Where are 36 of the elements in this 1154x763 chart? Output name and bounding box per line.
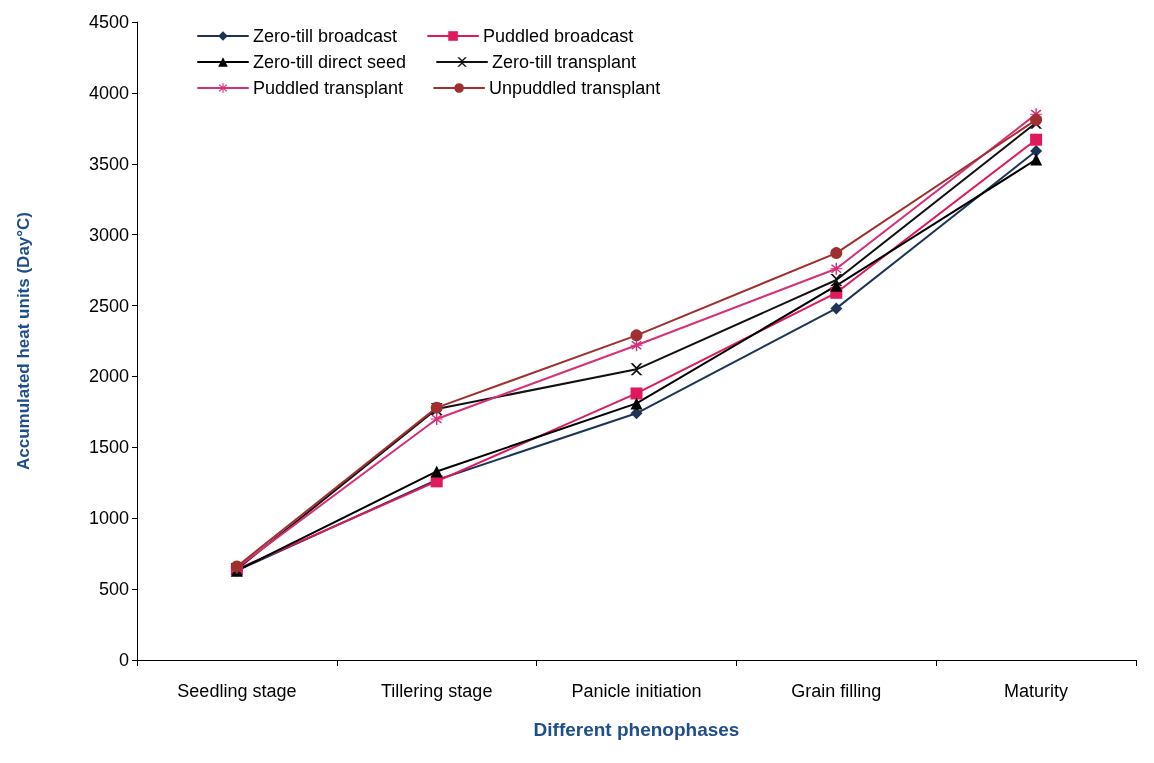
- point: [630, 363, 643, 376]
- legend-label: Puddled transplant: [253, 78, 404, 98]
- x-tick-label: Seedling stage: [177, 681, 297, 701]
- x-axis-title: Different phenophases: [533, 719, 740, 740]
- y-tick-label: 3000: [88, 224, 129, 245]
- legend-label: Zero-till direct seed: [253, 52, 407, 72]
- x-tick-label: Tillering stage: [381, 681, 493, 701]
- point: [1030, 133, 1043, 146]
- y-tick-label: 2000: [88, 366, 129, 387]
- y-axis-title: Accumulated heat units (Day°C): [14, 211, 33, 471]
- point: [830, 262, 843, 275]
- point: [1030, 153, 1043, 166]
- point: [630, 387, 643, 400]
- point: [630, 329, 643, 342]
- legend-label: Puddled broadcast: [483, 26, 634, 46]
- legend-label: Zero-till transplant: [492, 52, 637, 72]
- point: [830, 274, 843, 287]
- y-tick-label: 4500: [88, 12, 129, 32]
- y-tick-label: 3500: [88, 153, 129, 174]
- point: [430, 465, 443, 478]
- y-tick-label: 0: [118, 650, 129, 670]
- x-tick-label: Panicle initiation: [571, 681, 702, 701]
- y-tick-label: 2500: [88, 295, 129, 316]
- legend-label: Zero-till broadcast: [253, 26, 398, 46]
- x-tick-label: Maturity: [1004, 681, 1069, 701]
- y-tick-label: 500: [98, 579, 129, 600]
- point: [830, 302, 843, 315]
- y-tick-label: 4000: [88, 82, 129, 103]
- y-tick-label: 1500: [88, 437, 129, 458]
- x-tick-label: Grain filling: [791, 681, 882, 701]
- point: [430, 412, 443, 425]
- y-tick-label: 1000: [88, 508, 129, 529]
- point: [830, 247, 843, 260]
- legend-label: Unpuddled transplant: [489, 78, 661, 98]
- point: [630, 339, 643, 352]
- point: [630, 397, 643, 410]
